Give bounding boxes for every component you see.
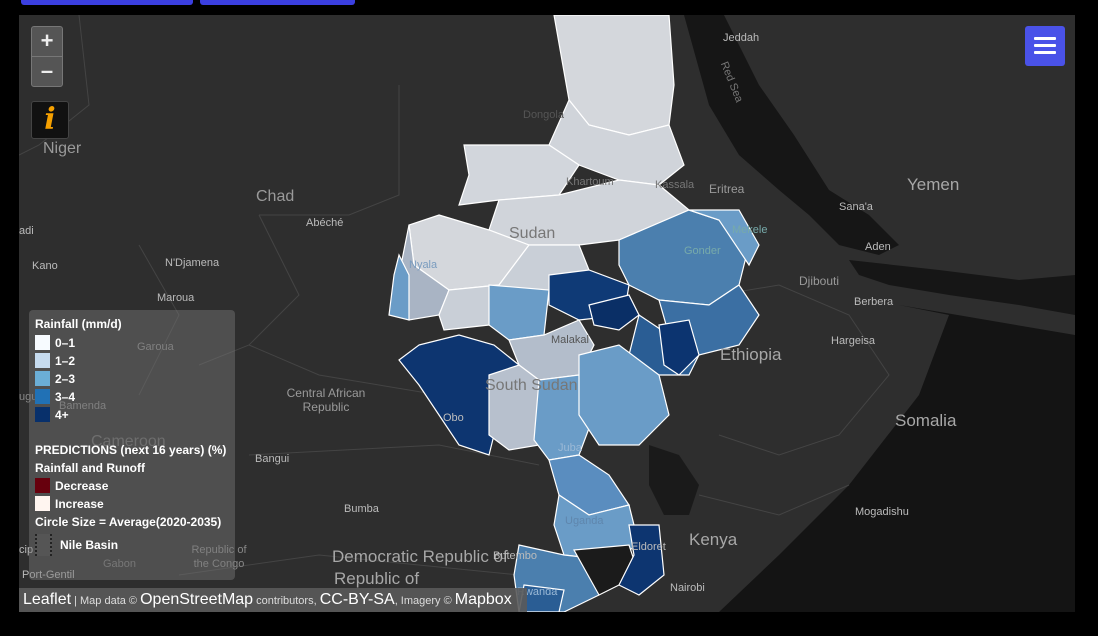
leaflet-link[interactable]: Leaflet <box>23 591 72 608</box>
city-dongola: Dongola <box>523 109 564 121</box>
country-label-south-sudan: South Sudan <box>485 377 578 394</box>
red-sea <box>684 15 899 255</box>
city-khartoum: Khartoum <box>566 176 614 188</box>
city-mogadishu: Mogadishu <box>855 506 909 518</box>
attribution-text: | Map data © <box>71 595 141 607</box>
map-canvas <box>19 15 1075 612</box>
region-tigray <box>688 209 760 267</box>
city-bumba: Bumba <box>344 503 379 515</box>
city-rwanda: Rwanda <box>517 586 558 598</box>
region-kordofan-south <box>488 284 550 341</box>
legend-swatch <box>35 407 50 422</box>
legend-class-3: 3–4 <box>35 389 75 404</box>
info-button[interactable]: i <box>31 101 69 139</box>
city-eldoret: Eldoret <box>631 541 666 553</box>
city-sanaa: Sana'a <box>839 201 873 213</box>
legend-predictions-title: PREDICTIONS (next 16 years) (%) <box>35 443 227 457</box>
region-jonglei <box>578 344 670 446</box>
city-makale: Mekele <box>732 224 768 236</box>
city-abeche: Abéché <box>306 217 344 229</box>
country-label-ethiopia: Ethiopia <box>720 345 782 364</box>
zoom-in-button[interactable]: + <box>40 28 54 53</box>
city-juba: Juba <box>558 442 582 454</box>
legend-swatch <box>35 371 50 386</box>
legend-rainfall-title: Rainfall (mm/d) <box>35 317 122 331</box>
city-gabon: Gabon <box>103 558 137 570</box>
legend-basin: Nile Basin <box>35 534 118 556</box>
indian-ocean <box>719 305 1075 612</box>
city-ndjamena: N'Djamena <box>165 257 220 269</box>
legend-class-4: 4+ <box>35 407 69 422</box>
basin-swatch-icon <box>35 534 52 556</box>
osm-link[interactable]: OpenStreetMap <box>140 591 254 608</box>
region-gambela <box>658 319 700 376</box>
country-label-yemen: Yemen <box>907 175 960 194</box>
region-darfur-edge <box>388 253 410 321</box>
legend-increase: Increase <box>35 496 104 511</box>
map-legend: Rainfall (mm/d) 0–1 1–2 2–3 3–4 4+ PREDI… <box>29 310 235 580</box>
country-label-niger: Niger <box>43 140 82 157</box>
zoom-control: + – <box>31 26 63 87</box>
city-bamenda: Bamenda <box>59 400 107 412</box>
city-jeddah: Jeddah <box>723 32 760 44</box>
city-port-gentil: Port-Gentil <box>22 569 75 581</box>
city-obo: Obo <box>443 412 464 424</box>
menu-icon[interactable] <box>1025 26 1065 66</box>
legend-swatch <box>35 335 50 350</box>
city-kassala: Kassala <box>655 179 695 191</box>
legend-circle-note: Circle Size = Average(2020-2035) <box>35 515 222 529</box>
legend-class-2: 2–3 <box>35 371 75 386</box>
country-label-djibouti: Djibouti <box>799 274 840 288</box>
legend-class-1: 1–2 <box>35 353 75 368</box>
map-container[interactable]: Niger Chad Sudan Eritrea Yemen Djibouti … <box>19 15 1075 612</box>
city-edge-ugu: ugu <box>19 391 38 403</box>
legend-class-0: 0–1 <box>35 335 75 350</box>
country-label-kenya: Kenya <box>689 530 738 549</box>
city-hargeisa: Hargeisa <box>831 335 876 347</box>
city-malakal: Malakal <box>551 334 589 346</box>
country-label-car: Central African Republic <box>286 386 366 414</box>
city-garoua: Garoua <box>137 341 174 353</box>
city-berbera: Berbera <box>854 296 894 308</box>
country-label-drc-2: Republic of <box>334 569 420 588</box>
city-aden: Aden <box>865 241 891 253</box>
city-kano: Kano <box>32 260 58 272</box>
city-maroua: Maroua <box>157 292 195 304</box>
city-bangui: Bangui <box>255 453 290 465</box>
top-tab-button-1[interactable] <box>21 0 193 5</box>
legend-runoff-title: Rainfall and Runoff <box>35 461 145 475</box>
country-label-sudan: Sudan <box>509 225 556 242</box>
gulf-of-aden <box>849 260 1075 315</box>
legend-swatch-decrease <box>35 478 50 493</box>
city-nairobi: Nairobi <box>670 582 705 594</box>
city-nyala: Nyala <box>409 259 438 271</box>
legend-swatch <box>35 389 50 404</box>
attribution-text-2: contributors, <box>253 595 320 607</box>
city-butembo: Butembo <box>493 550 538 562</box>
license-link[interactable]: CC-BY-SA <box>319 591 395 608</box>
region-sennar <box>588 294 640 331</box>
zoom-out-button[interactable]: – <box>32 56 62 86</box>
country-label-eritrea: Eritrea <box>709 182 745 196</box>
top-tab-button-2[interactable] <box>200 0 355 5</box>
country-label-chad: Chad <box>256 188 295 205</box>
legend-swatch <box>35 353 50 368</box>
city-edge-cip: cip <box>19 544 34 556</box>
country-label-cameroon: Cameroon <box>91 433 166 450</box>
country-label-somalia: Somalia <box>895 411 957 430</box>
lake-turkana <box>649 445 699 515</box>
attribution-text-3: , Imagery © <box>394 595 455 607</box>
city-edge-adi: adi <box>19 225 34 237</box>
region-kenya-west <box>618 524 665 596</box>
country-label-drc: Democratic Republic of <box>332 547 508 566</box>
attribution-bar: Leaflet | Map data © OpenStreetMap contr… <box>19 588 527 612</box>
legend-decrease: Decrease <box>35 478 108 493</box>
city-gondar: Gonder <box>684 245 721 257</box>
country-label-roc: Republic of the Congo <box>191 544 247 570</box>
legend-swatch-increase <box>35 496 50 511</box>
country-label-uganda: Uganda <box>565 515 604 527</box>
mapbox-link[interactable]: Mapbox <box>454 591 512 608</box>
